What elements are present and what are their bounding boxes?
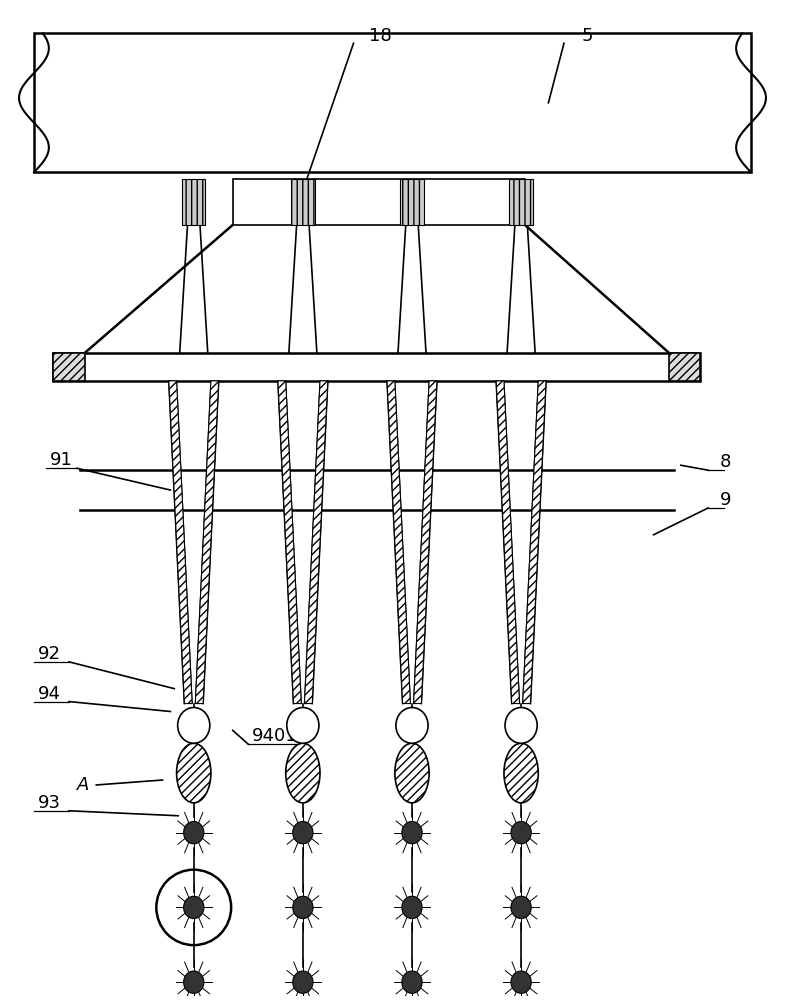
Ellipse shape: [177, 708, 210, 743]
Ellipse shape: [396, 997, 428, 1000]
Polygon shape: [414, 381, 437, 704]
Ellipse shape: [504, 743, 539, 803]
Bar: [53, 353, 700, 381]
Text: 93: 93: [38, 794, 61, 812]
Ellipse shape: [402, 971, 422, 993]
Ellipse shape: [395, 743, 429, 803]
Ellipse shape: [506, 997, 537, 1000]
Ellipse shape: [511, 821, 531, 844]
Text: A: A: [77, 776, 89, 794]
Bar: [232, 179, 525, 225]
Bar: [400, 179, 424, 225]
Text: 92: 92: [38, 645, 61, 663]
Text: 9401: 9401: [252, 727, 298, 745]
Bar: [291, 179, 315, 225]
Ellipse shape: [396, 708, 428, 743]
Ellipse shape: [293, 971, 313, 993]
Ellipse shape: [287, 708, 319, 743]
Ellipse shape: [511, 971, 531, 993]
Bar: [34, 33, 751, 172]
Text: 5: 5: [582, 27, 593, 45]
Polygon shape: [195, 381, 219, 704]
Ellipse shape: [184, 821, 204, 844]
Polygon shape: [305, 381, 328, 704]
Bar: [669, 353, 700, 381]
Ellipse shape: [184, 896, 204, 919]
Ellipse shape: [287, 997, 319, 1000]
Bar: [509, 179, 533, 225]
Polygon shape: [496, 381, 520, 704]
Text: 9: 9: [720, 491, 732, 509]
Text: 18: 18: [370, 27, 392, 45]
Polygon shape: [278, 381, 301, 704]
Ellipse shape: [402, 821, 422, 844]
Bar: [182, 179, 206, 225]
Polygon shape: [387, 381, 411, 704]
Ellipse shape: [184, 971, 204, 993]
Ellipse shape: [293, 821, 313, 844]
Ellipse shape: [177, 743, 211, 803]
Ellipse shape: [178, 997, 210, 1000]
Text: 91: 91: [49, 451, 72, 469]
Polygon shape: [169, 381, 192, 704]
Ellipse shape: [402, 896, 422, 919]
Text: 94: 94: [38, 685, 61, 703]
Text: 8: 8: [720, 453, 732, 471]
Ellipse shape: [511, 896, 531, 919]
Ellipse shape: [286, 743, 320, 803]
Polygon shape: [523, 381, 546, 704]
Ellipse shape: [505, 708, 537, 743]
Ellipse shape: [293, 896, 313, 919]
Bar: [53, 353, 85, 381]
